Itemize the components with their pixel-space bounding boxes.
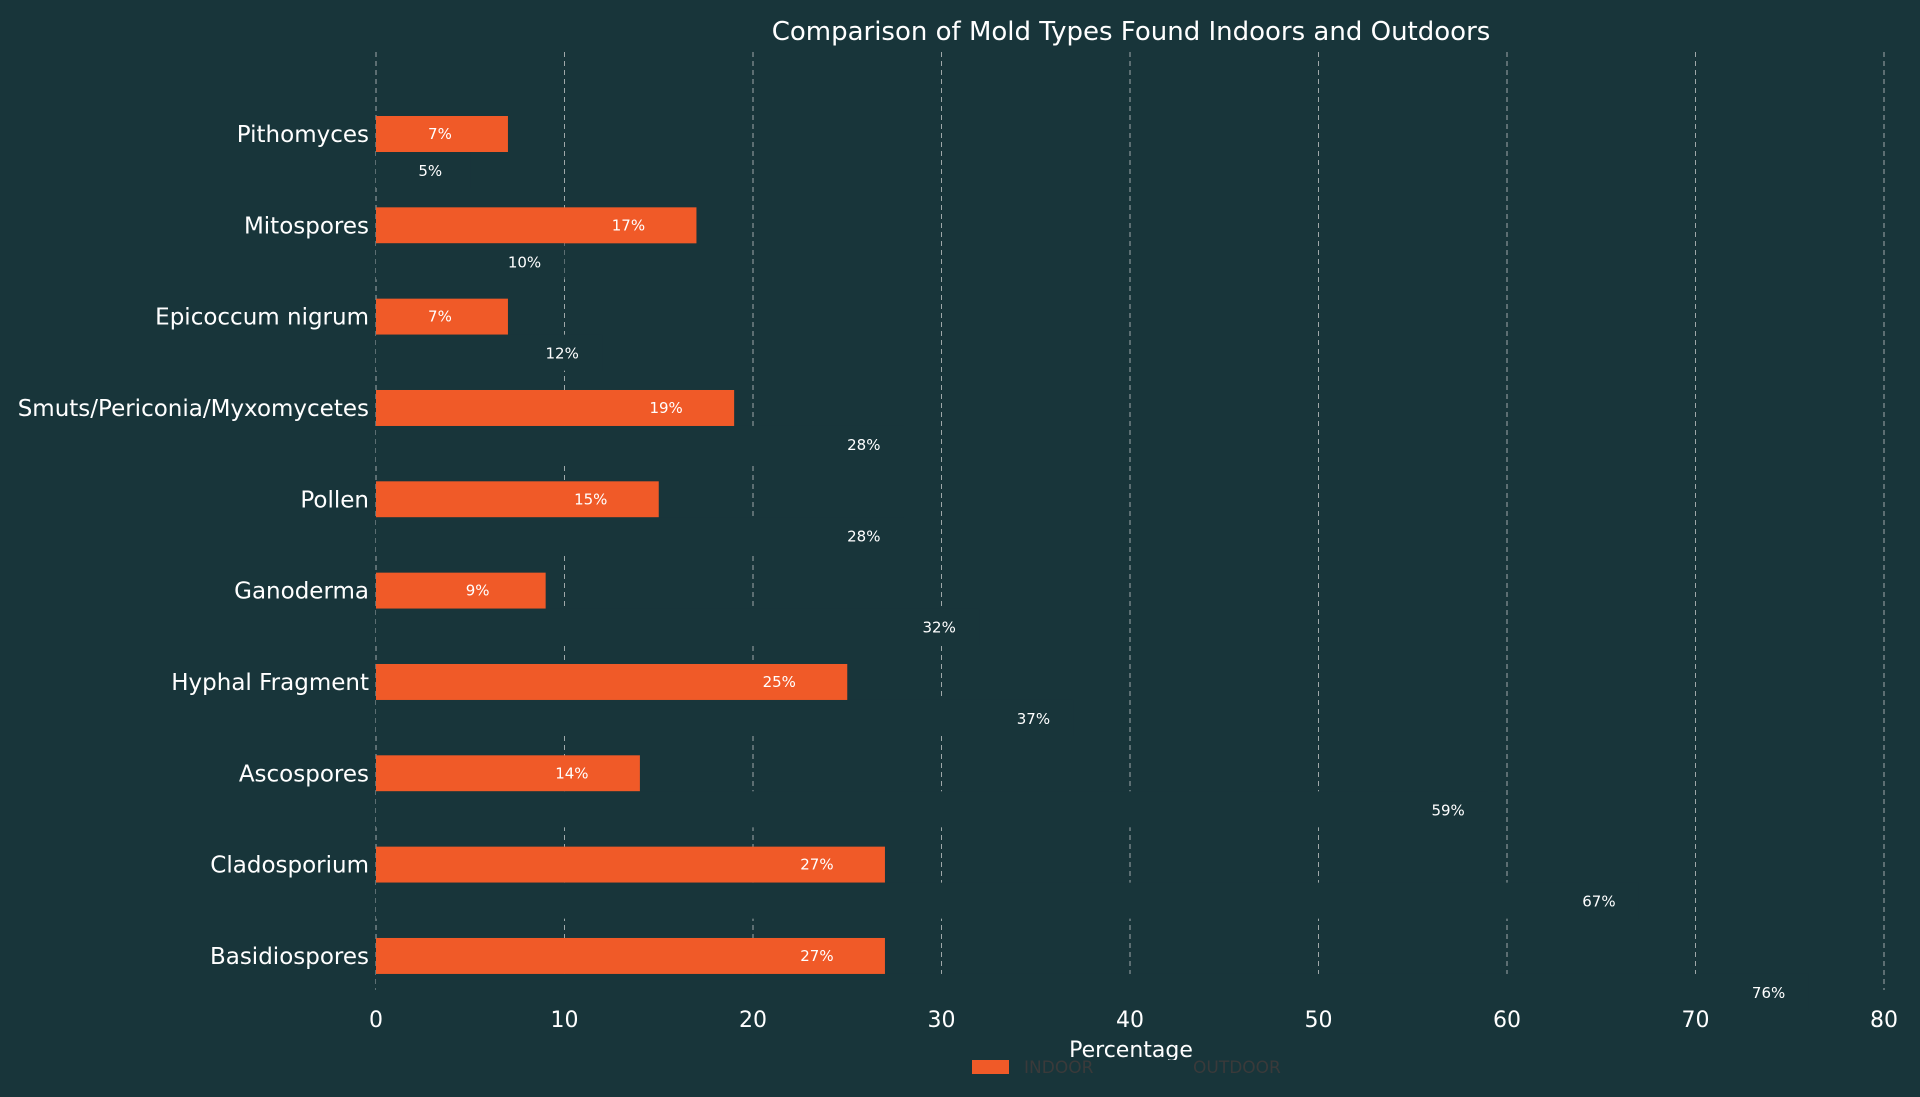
legend-swatch-outdoor xyxy=(1142,1060,1179,1074)
outdoor-value-label: 5% xyxy=(418,162,442,180)
indoor-bar xyxy=(376,572,546,609)
outdoor-bar xyxy=(376,608,980,645)
indoor-bar xyxy=(376,116,508,152)
indoor-value-label: 17% xyxy=(612,216,645,234)
outdoor-bar xyxy=(376,334,603,371)
bars xyxy=(376,116,1809,1010)
indoor-value-label: 14% xyxy=(555,764,588,782)
outdoor-bar xyxy=(376,243,565,280)
x-tick-label: 30 xyxy=(928,1008,956,1033)
indoor-value-label: 25% xyxy=(763,673,796,691)
y-category-label: Ascospores xyxy=(239,761,369,787)
y-category-label: Hyphal Fragment xyxy=(171,670,369,696)
y-category-label: Cladosporium xyxy=(210,853,369,879)
indoor-bar xyxy=(376,207,697,244)
outdoor-value-label: 59% xyxy=(1431,801,1464,819)
indoor-value-label: 7% xyxy=(428,308,452,326)
x-tick-label: 70 xyxy=(1682,1008,1710,1033)
outdoor-value-label: 28% xyxy=(847,527,880,545)
y-category-label: Ganoderma xyxy=(234,579,369,605)
outdoor-bar xyxy=(376,973,1809,1010)
chart-title: Comparison of Mold Types Found Indoors a… xyxy=(772,17,1491,47)
legend-label-outdoor: OUTDOOR xyxy=(1193,1058,1281,1078)
outdoor-bar xyxy=(376,425,904,462)
indoor-bar xyxy=(376,298,508,335)
outdoor-bar xyxy=(376,152,471,188)
outdoor-bar xyxy=(376,517,904,554)
indoor-bar xyxy=(376,937,885,974)
indoor-value-label: 7% xyxy=(428,125,452,143)
x-axis-title: Percentage xyxy=(1069,1038,1193,1063)
outdoor-value-label: 32% xyxy=(923,619,956,637)
indoor-value-label: 19% xyxy=(649,399,682,417)
legend: INDOOR OUTDOOR xyxy=(972,1058,1281,1078)
indoor-bar xyxy=(376,755,640,792)
indoor-value-label: 27% xyxy=(800,947,833,965)
outdoor-bar xyxy=(376,791,1489,828)
y-category-label: Smuts/Periconia/Myxomycetes xyxy=(18,396,369,422)
y-category-label: Epicoccum nigrum xyxy=(155,305,369,331)
indoor-value-label: 15% xyxy=(574,490,607,508)
indoor-value-label: 27% xyxy=(800,856,833,874)
indoor-bar xyxy=(376,663,848,700)
x-tick-label: 20 xyxy=(739,1008,767,1033)
outdoor-bar xyxy=(376,699,1074,736)
outdoor-value-label: 12% xyxy=(546,345,579,363)
y-category-label: Pithomyces xyxy=(237,122,369,148)
indoor-bar xyxy=(376,481,659,518)
outdoor-value-label: 76% xyxy=(1752,984,1785,1002)
y-category-label: Mitospores xyxy=(244,213,369,239)
y-category-label: Pollen xyxy=(300,487,369,513)
legend-label-indoor: INDOOR xyxy=(1024,1058,1094,1078)
y-category-label: Basidiospores xyxy=(210,944,369,970)
x-tick-label: 50 xyxy=(1305,1008,1333,1033)
outdoor-value-label: 37% xyxy=(1017,710,1050,728)
x-tick-label: 60 xyxy=(1493,1008,1521,1033)
indoor-bar xyxy=(376,389,735,426)
legend-swatch-indoor xyxy=(972,1060,1009,1074)
y-axis-labels: Pithomyces Mitospores Epicoccum nigrum Smut… xyxy=(18,122,369,970)
outdoor-value-label: 67% xyxy=(1582,893,1615,911)
x-tick-label: 10 xyxy=(551,1008,579,1033)
x-tick-label: 40 xyxy=(1116,1008,1144,1033)
x-tick-label: 0 xyxy=(369,1008,383,1033)
x-axis-ticks: 0 10 20 30 40 50 60 70 80 xyxy=(369,1008,1898,1033)
outdoor-value-label: 28% xyxy=(847,436,880,454)
indoor-bar xyxy=(376,846,885,883)
outdoor-value-label: 10% xyxy=(508,253,541,271)
indoor-value-label: 9% xyxy=(466,582,490,600)
outdoor-bar xyxy=(376,882,1639,919)
data-labels: 7% 5% 17% 10% 7% 12% 19% 28% 15% 28% 9% 32% 25% 37% 14… xyxy=(418,125,1785,1002)
x-tick-label: 80 xyxy=(1870,1008,1898,1033)
